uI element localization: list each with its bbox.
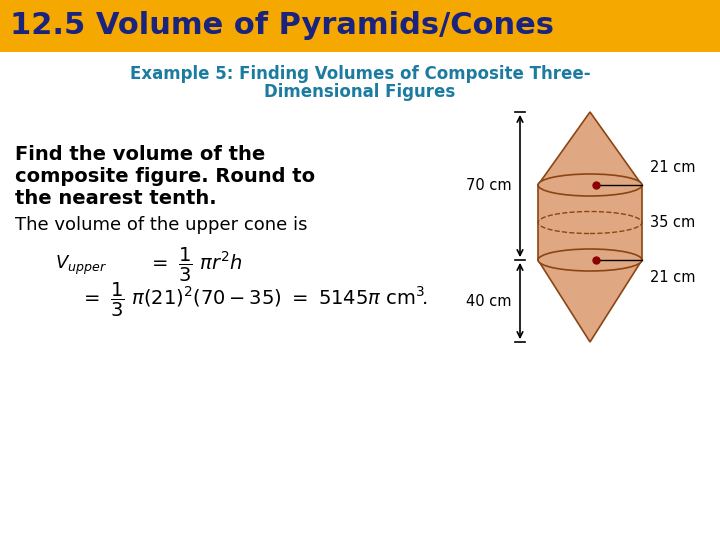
Text: the nearest tenth.: the nearest tenth. [15,190,217,208]
Text: The volume of the upper cone is: The volume of the upper cone is [15,216,307,234]
Text: 21 cm: 21 cm [650,271,696,286]
Text: $=\ \dfrac{1}{3}\ \pi(21)^2(70-35)\ =\ 5145\pi\ \mathrm{cm}^3\!.$: $=\ \dfrac{1}{3}\ \pi(21)^2(70-35)\ =\ 5… [80,281,428,319]
Text: 12.5 Volume of Pyramids/Cones: 12.5 Volume of Pyramids/Cones [10,11,554,40]
Text: Find the volume of the: Find the volume of the [15,145,265,165]
Polygon shape [538,112,642,185]
Text: $=\ \dfrac{1}{3}\ \pi r^2 h$: $=\ \dfrac{1}{3}\ \pi r^2 h$ [148,246,243,284]
Polygon shape [538,260,642,342]
Text: $V_{upper}$: $V_{upper}$ [55,253,107,276]
Text: 21 cm: 21 cm [650,159,696,174]
Text: composite figure. Round to: composite figure. Round to [15,167,315,186]
Polygon shape [538,185,642,260]
Text: 70 cm: 70 cm [467,179,512,193]
Text: Dimensional Figures: Dimensional Figures [264,83,456,101]
Text: 35 cm: 35 cm [650,215,696,230]
FancyBboxPatch shape [0,0,720,52]
Ellipse shape [538,249,642,271]
Text: Example 5: Finding Volumes of Composite Three-: Example 5: Finding Volumes of Composite … [130,65,590,83]
Text: 40 cm: 40 cm [467,294,512,308]
Ellipse shape [538,174,642,196]
